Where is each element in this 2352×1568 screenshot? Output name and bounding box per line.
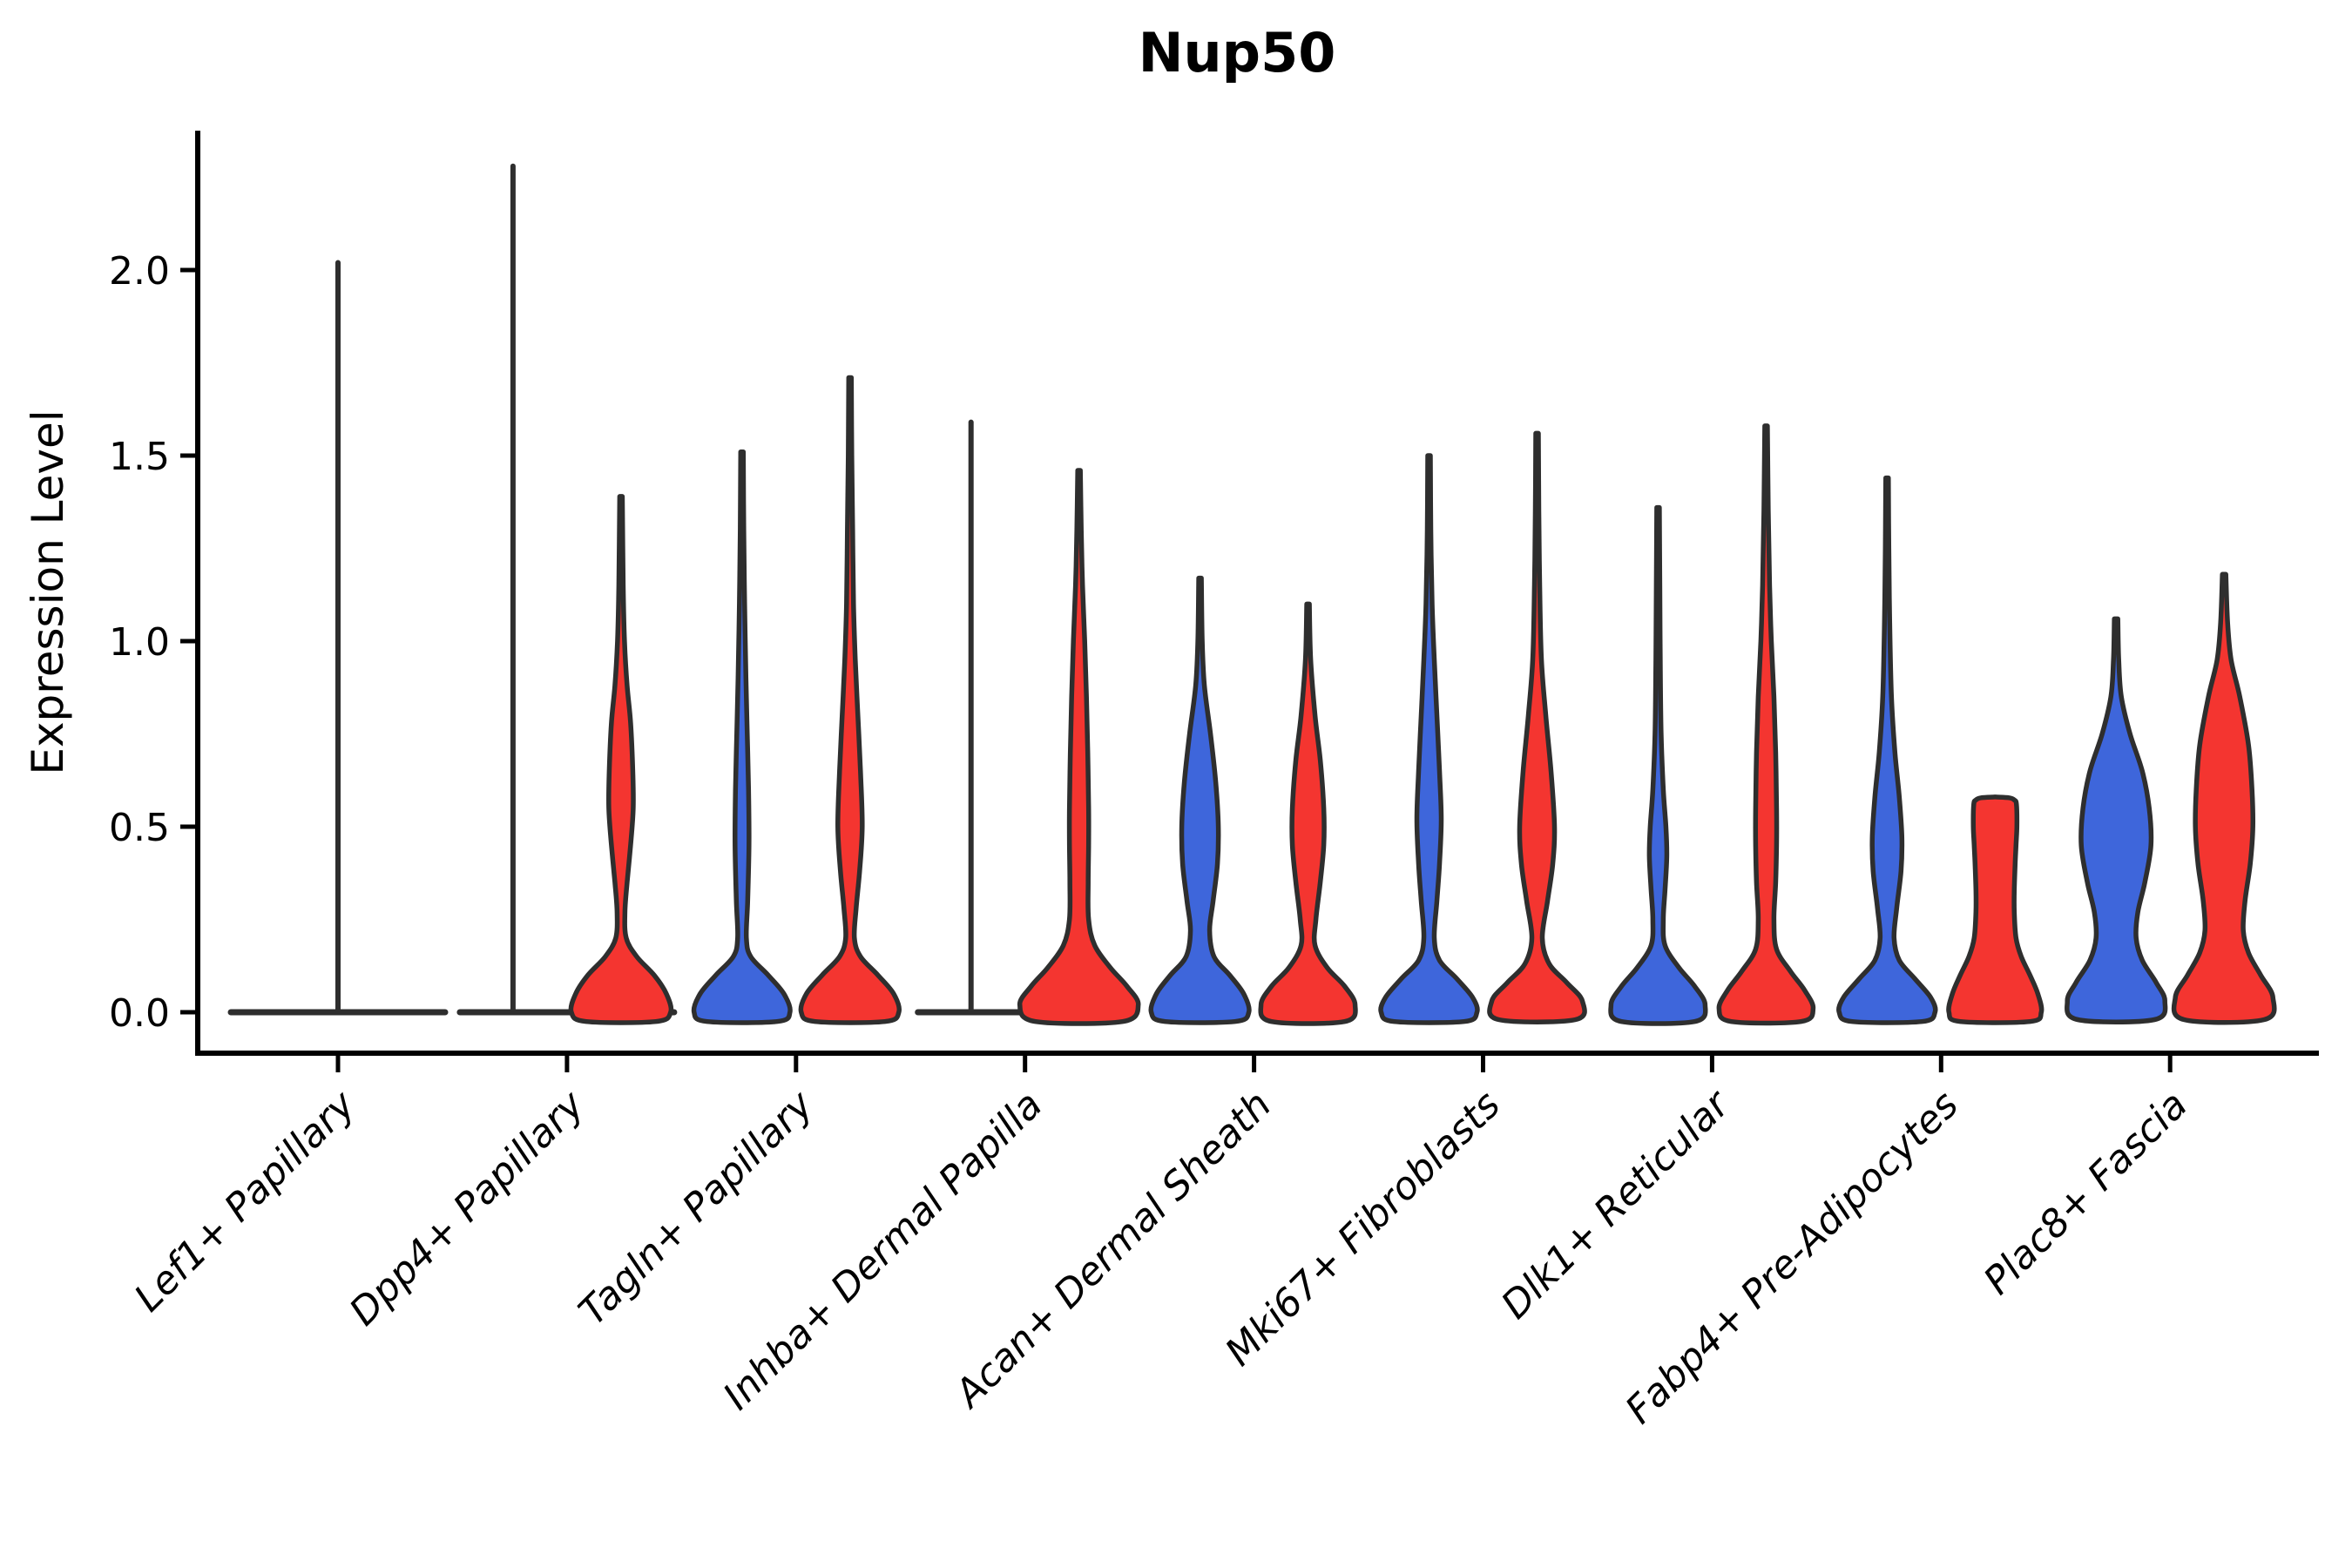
violin-body-red-2 [798, 375, 902, 1025]
y-axis-label: Expression Level [23, 409, 73, 774]
y-tick-label-3: 1.5 [109, 435, 170, 479]
y-tick-label-2: 1.0 [109, 620, 170, 665]
violin-bodies-layer [227, 163, 2277, 1026]
x-tick-label-6: Dlk1+ Reticular [1493, 1081, 1740, 1328]
x-tick-label-2: Tagln+ Papillary [571, 1082, 822, 1334]
y-tick-label-0: 0.0 [109, 991, 170, 1036]
violin-body-red-6 [1716, 423, 1816, 1026]
x-tick-label-8: Plac8+ Fascia [1976, 1083, 2196, 1303]
violin-body-red-3 [1017, 468, 1141, 1026]
x-tick-label-0: Lef1+ Papillary [126, 1082, 365, 1321]
violin-body-blue-4 [1148, 575, 1252, 1025]
violin-body-red-7 [1946, 794, 2044, 1025]
violin-body-red-1 [568, 494, 674, 1025]
violin-body-blue-2 [691, 449, 793, 1025]
violin-body-blue-7 [1836, 475, 1938, 1025]
y-tick-label-1: 0.5 [109, 806, 170, 850]
violin-body-red-5 [1487, 430, 1587, 1024]
x-tick-label-1: Dpp4+ Papillary [341, 1082, 594, 1335]
chart-title: Nup50 [1139, 21, 1336, 84]
violin-body-blue-6 [1608, 504, 1708, 1026]
violin-body-red-4 [1258, 601, 1358, 1026]
violin-body-blue-8 [2064, 616, 2168, 1024]
violin-body-blue-5 [1378, 453, 1480, 1025]
violin-body-red-8 [2171, 571, 2277, 1025]
y-tick-label-4: 2.0 [109, 249, 170, 294]
